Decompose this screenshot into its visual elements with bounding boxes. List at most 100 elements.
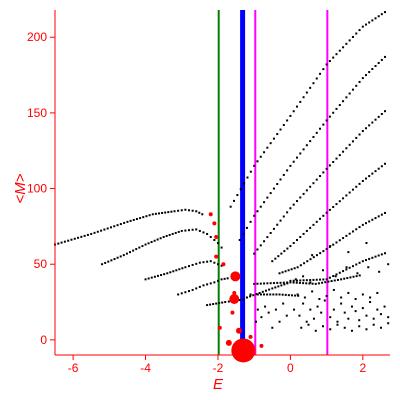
- branch-12-point: [249, 295, 252, 298]
- branch-1-point: [159, 237, 162, 240]
- branch-11-point: [298, 281, 301, 284]
- branch-1-point: [191, 228, 194, 231]
- branch-5-point: [295, 105, 298, 108]
- branch-6-point: [256, 210, 259, 213]
- branch-6-point: [295, 156, 298, 159]
- branch-2-point: [160, 274, 163, 277]
- branch-10-point: [295, 279, 298, 282]
- branch-5-point: [338, 49, 341, 52]
- branch-2-point: [209, 260, 212, 263]
- y-tick-label: 100: [27, 182, 47, 196]
- branch-7-point: [365, 127, 368, 130]
- branch-5-point: [259, 155, 262, 158]
- branch-4-point: [209, 303, 212, 306]
- branch-13-point: [259, 293, 262, 296]
- highlight-points: [208, 212, 264, 363]
- scatter-point: [372, 317, 375, 320]
- scatter-point: [347, 251, 350, 254]
- branch-8-point: [342, 197, 345, 200]
- branch-6-point: [345, 96, 348, 99]
- scatter-point: [249, 293, 252, 296]
- data-points: [54, 11, 390, 332]
- scatter-point: [361, 293, 364, 296]
- branch-8-point: [361, 179, 364, 182]
- scatter-point: [296, 293, 299, 296]
- branch-11-point: [358, 274, 361, 277]
- branch-3-point: [226, 277, 229, 280]
- branch-0-point: [180, 209, 183, 212]
- axes: [54, 10, 390, 356]
- branch-0-point: [161, 211, 164, 214]
- branch-6-point: [368, 71, 371, 74]
- branch-8-point: [280, 252, 283, 255]
- branch-6-point: [269, 192, 272, 195]
- branch-1-point: [119, 255, 122, 258]
- highlight-point: [259, 343, 264, 348]
- branch-5-point: [309, 86, 312, 89]
- branch-12-point: [258, 291, 261, 294]
- branch-11-point: [305, 282, 308, 285]
- branch-2-point: [156, 274, 159, 277]
- branch-0-point: [70, 238, 73, 241]
- branch-2-point: [220, 264, 223, 267]
- branch-7-point: [361, 130, 364, 133]
- branch-9-point: [380, 213, 383, 216]
- branch-7-point: [263, 240, 266, 243]
- branch-11-point: [259, 282, 262, 285]
- branch-8-point: [299, 235, 302, 238]
- branch-8-point: [322, 214, 325, 217]
- branch-7-point: [289, 207, 292, 210]
- branch-3-point: [191, 288, 194, 291]
- branch-9-point: [315, 254, 318, 257]
- branch-1-point: [113, 258, 116, 261]
- branch-11-point: [314, 282, 317, 285]
- branch-5-point: [256, 160, 259, 163]
- branch-3-point: [195, 287, 198, 290]
- branch-0-point: [201, 213, 204, 216]
- branch-7-point: [322, 171, 325, 174]
- branch-7-point: [299, 196, 302, 199]
- branch-13-point: [272, 293, 275, 296]
- branch-9-point: [361, 223, 364, 226]
- branch-11-point: [355, 275, 358, 278]
- scatter-point: [293, 308, 296, 311]
- branch-1-point: [184, 229, 187, 232]
- branch-11-point: [336, 278, 339, 281]
- branch-8-point: [365, 177, 368, 180]
- branch-9-point: [284, 270, 287, 273]
- branch-5-point: [377, 15, 380, 18]
- branch-11-point: [256, 282, 259, 285]
- branch-4-point: [206, 304, 209, 307]
- scatter-point: [358, 325, 361, 328]
- branch-6-point: [305, 144, 308, 147]
- scatter-point: [336, 320, 339, 323]
- branch-8-point: [348, 191, 351, 194]
- branch-10-point: [368, 257, 371, 260]
- branch-3-point: [184, 291, 187, 294]
- branch-3-point: [209, 282, 212, 285]
- branch-6-point: [355, 84, 358, 87]
- branch-2-point: [166, 272, 169, 275]
- branch-1-point: [153, 239, 156, 242]
- branch-0-point: [145, 215, 148, 218]
- scatter-point: [311, 290, 314, 293]
- branch-4-point: [242, 298, 245, 301]
- branch-5-point: [342, 46, 345, 49]
- branch-0-point: [57, 242, 60, 245]
- branch-1-point: [122, 254, 125, 257]
- branch-13-point: [284, 293, 287, 296]
- branch-11-point: [266, 282, 269, 285]
- branch-0-point: [167, 211, 170, 214]
- branch-9-point: [296, 266, 299, 269]
- branch-3-point: [220, 278, 223, 281]
- branch-10-point: [351, 265, 354, 268]
- scatter-point: [387, 322, 390, 325]
- branch-0-point: [116, 224, 119, 227]
- branch-5-point: [319, 72, 322, 75]
- branch-10-point: [315, 278, 318, 281]
- branch-8-point: [325, 211, 328, 214]
- branch-11-point: [295, 281, 298, 284]
- branch-8-point: [283, 250, 286, 253]
- branch-2-point: [195, 262, 198, 265]
- scatter-point: [264, 305, 267, 308]
